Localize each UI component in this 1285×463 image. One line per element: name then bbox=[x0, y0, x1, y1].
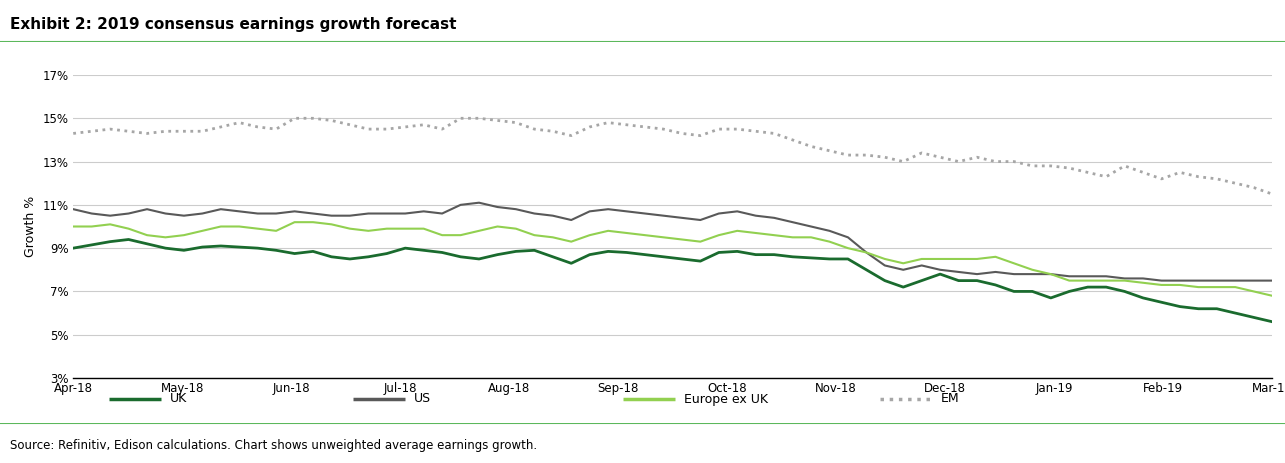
Y-axis label: Growth %: Growth % bbox=[24, 196, 37, 257]
Text: Europe ex UK: Europe ex UK bbox=[684, 393, 767, 406]
Text: UK: UK bbox=[170, 393, 186, 406]
Text: EM: EM bbox=[941, 393, 959, 406]
Text: Exhibit 2: 2019 consensus earnings growth forecast: Exhibit 2: 2019 consensus earnings growt… bbox=[10, 17, 456, 32]
Text: Source: Refinitiv, Edison calculations. Chart shows unweighted average earnings : Source: Refinitiv, Edison calculations. … bbox=[10, 438, 537, 451]
Text: US: US bbox=[414, 393, 430, 406]
